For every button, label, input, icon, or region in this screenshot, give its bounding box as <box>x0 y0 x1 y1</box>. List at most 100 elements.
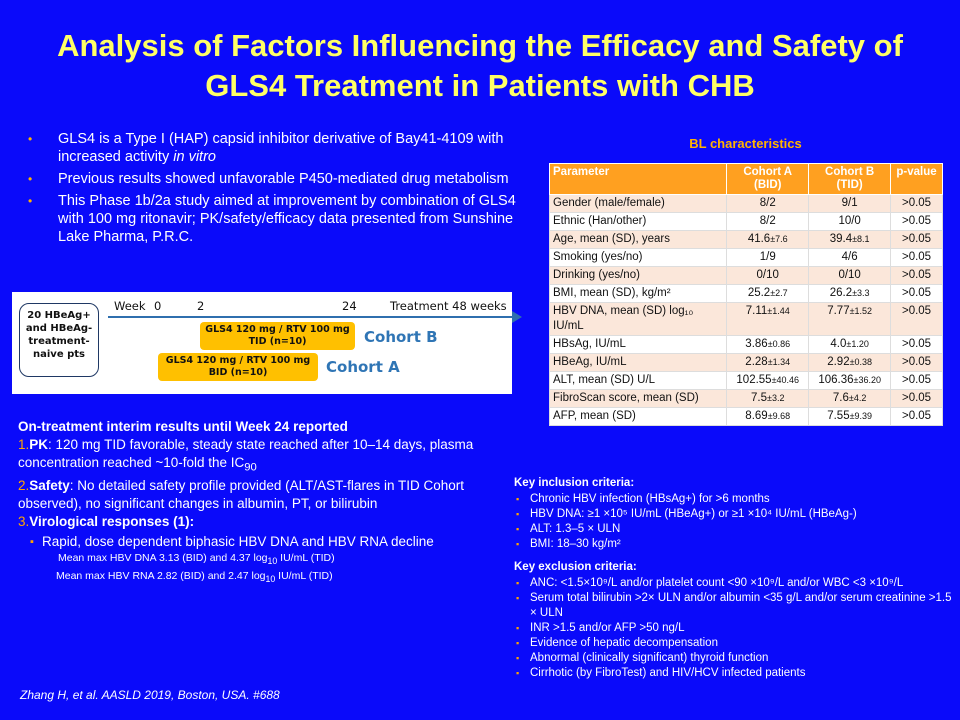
cell-cohort-a: 8/2 <box>726 212 810 231</box>
header-cohort-b: Cohort B (TID) <box>808 163 892 195</box>
cohort-a-bar: GLS4 120 mg / RTV 100 mg BID (n=10) <box>158 353 318 381</box>
treatment-end-label: Treatment 48 weeks <box>390 299 507 313</box>
cell-p-value: >0.05 <box>890 212 943 231</box>
week-24-label: 24 <box>342 299 357 313</box>
cell-cohort-b: 39.4±8.1 <box>808 230 892 249</box>
list-item: Chronic HBV infection (HBsAg+) for >6 mo… <box>514 492 954 507</box>
cell-cohort-a: 2.28±1.34 <box>726 353 810 372</box>
cell-parameter: Smoking (yes/no) <box>548 248 728 267</box>
citation: Zhang H, et al. AASLD 2019, Boston, USA.… <box>20 688 280 702</box>
list-item: Abnormal (clinically significant) thyroi… <box>514 651 954 666</box>
week-0-label: 0 <box>154 299 162 313</box>
criteria-section: Key inclusion criteria: Chronic HBV infe… <box>514 476 954 681</box>
table-row: Gender (male/female) 8/2 9/1 >0.05 <box>548 194 943 213</box>
bl-characteristics-table: Parameter Cohort A (BID) Cohort B (TID) … <box>548 163 943 426</box>
timeline-axis <box>108 316 520 318</box>
list-item: Evidence of hepatic decompensation <box>514 636 954 651</box>
cell-p-value: >0.05 <box>890 353 943 372</box>
header-parameter: Parameter <box>548 163 728 195</box>
cell-p-value: >0.05 <box>890 371 943 390</box>
cell-cohort-b: 9/1 <box>808 194 892 213</box>
list-item: ALT: 1.3–5 × ULN <box>514 522 954 537</box>
exclusion-heading: Key exclusion criteria: <box>514 561 637 573</box>
table-row: ALT, mean (SD) U/L 102.55±40.46 106.36±36.… <box>548 371 943 390</box>
intro-bullet: This Phase 1b/2a study aimed at improvem… <box>24 192 524 246</box>
safety-result: 2.Safety: No detailed safety profile pro… <box>18 477 464 511</box>
cell-parameter: HBsAg, IU/mL <box>548 335 728 354</box>
cohort-b-label: Cohort B <box>364 328 438 346</box>
table-row: Age, mean (SD), years 41.6±7.6 39.4±8.1 >0.… <box>548 230 943 249</box>
cell-parameter: Drinking (yes/no) <box>548 266 728 285</box>
cell-cohort-a: 41.6±7.6 <box>726 230 810 249</box>
cell-parameter: Age, mean (SD), years <box>548 230 728 249</box>
study-design-figure: 20 HBeAg+ and HBeAg- treatment-naive pts… <box>12 292 522 394</box>
cell-cohort-a: 8.69±9.68 <box>726 407 810 426</box>
list-item: Serum total bilirubin >2× ULN and/or alb… <box>514 591 954 621</box>
table-row: Drinking (yes/no) 0/10 0/10 >0.05 <box>548 266 943 285</box>
cell-cohort-a: 102.55±40.46 <box>726 371 810 390</box>
header-cohort-a: Cohort A (BID) <box>726 163 810 195</box>
header-p-value: p-value <box>890 163 943 195</box>
table-row: AFP, mean (SD) 8.69±9.68 7.55±9.39 >0.05 <box>548 407 943 426</box>
intro-bullet: Previous results showed unfavorable P450… <box>24 170 524 188</box>
cell-cohort-a: 1/9 <box>726 248 810 267</box>
results-heading: On-treatment interim results until Week … <box>18 419 348 434</box>
cell-cohort-b: 2.92±0.38 <box>808 353 892 372</box>
cell-cohort-a: 3.86±0.86 <box>726 335 810 354</box>
list-item: Cirrhotic (by FibroTest) and HIV/HCV inf… <box>514 666 954 681</box>
cohort-b-bar: GLS4 120 mg / RTV 100 mg TID (n=10) <box>200 322 355 350</box>
patients-box: 20 HBeAg+ and HBeAg- treatment-naive pts <box>19 303 99 377</box>
cell-cohort-b: 0/10 <box>808 266 892 285</box>
hbv-rna-result: Mean max HBV RNA 2.82 (BID) and 2.47 log… <box>56 569 333 584</box>
intro-bullets: GLS4 is a Type I (HAP) capsid inhibitor … <box>24 130 524 250</box>
table-row: HBsAg, IU/mL 3.86±0.86 4.0±1.20 >0.05 <box>548 335 943 354</box>
cell-p-value: >0.05 <box>890 248 943 267</box>
virological-result: 3.Virological responses (1): <box>18 513 195 529</box>
list-item: HBV DNA: ≥1 ×10⁵ IU/mL (HBeAg+) or ≥1 ×1… <box>514 507 954 522</box>
intro-bullet: GLS4 is a Type I (HAP) capsid inhibitor … <box>24 130 524 166</box>
inclusion-heading: Key inclusion criteria: <box>514 477 635 489</box>
list-item: INR >1.5 and/or AFP >50 ng/L <box>514 621 954 636</box>
inclusion-list: Chronic HBV infection (HBsAg+) for >6 mo… <box>514 492 954 552</box>
cell-p-value: >0.05 <box>890 230 943 249</box>
cell-cohort-b: 7.55±9.39 <box>808 407 892 426</box>
cell-parameter: BMI, mean (SD), kg/m² <box>548 284 728 303</box>
cohort-a-label: Cohort A <box>326 358 400 376</box>
cell-parameter: HBeAg, IU/mL <box>548 353 728 372</box>
cell-parameter: ALT, mean (SD) U/L <box>548 371 728 390</box>
cell-cohort-a: 7.11±1.44 <box>726 302 810 336</box>
week-label: Week <box>114 299 146 313</box>
hbv-dna-result: Mean max HBV DNA 3.13 (BID) and 4.37 log… <box>58 551 335 566</box>
cell-p-value: >0.05 <box>890 389 943 408</box>
pk-result: 1.PK: 120 mg TID favorable, steady state… <box>18 437 474 474</box>
cell-cohort-b: 7.6±4.2 <box>808 389 892 408</box>
cell-p-value: >0.05 <box>890 302 943 336</box>
list-item: BMI: 18–30 kg/m² <box>514 537 954 552</box>
table-row: HBeAg, IU/mL 2.28±1.34 2.92±0.38 >0.05 <box>548 353 943 372</box>
cell-p-value: >0.05 <box>890 335 943 354</box>
cell-cohort-b: 7.77±1.52 <box>808 302 892 336</box>
table-header-row: Parameter Cohort A (BID) Cohort B (TID) … <box>548 163 943 195</box>
cell-cohort-b: 4.0±1.20 <box>808 335 892 354</box>
cell-cohort-b: 26.2±3.3 <box>808 284 892 303</box>
cell-parameter: FibroScan score, mean (SD) <box>548 389 728 408</box>
table-row: FibroScan score, mean (SD) 7.5±3.2 7.6±4.2… <box>548 389 943 408</box>
bl-characteristics-title: BL characteristics <box>689 136 802 151</box>
cell-cohort-a: 7.5±3.2 <box>726 389 810 408</box>
cell-parameter: Ethnic (Han/other) <box>548 212 728 231</box>
cell-cohort-a: 0/10 <box>726 266 810 285</box>
cell-cohort-b: 4/6 <box>808 248 892 267</box>
cell-p-value: >0.05 <box>890 194 943 213</box>
cell-parameter: HBV DNA, mean (SD) log₁₀ IU/mL <box>548 302 728 336</box>
cell-cohort-a: 25.2±2.7 <box>726 284 810 303</box>
table-row: HBV DNA, mean (SD) log₁₀ IU/mL 7.11±1.44 7… <box>548 302 943 336</box>
cell-parameter: Gender (male/female) <box>548 194 728 213</box>
table-row: BMI, mean (SD), kg/m² 25.2±2.7 26.2±3.3 >0.… <box>548 284 943 303</box>
virological-bullet: Rapid, dose dependent biphasic HBV DNA a… <box>18 533 518 551</box>
week-2-label: 2 <box>197 299 205 313</box>
list-item: ANC: <1.5×10⁹/L and/or platelet count <9… <box>514 576 954 591</box>
cell-p-value: >0.05 <box>890 407 943 426</box>
interim-results: On-treatment interim results until Week … <box>18 418 518 587</box>
slide-title: Analysis of Factors Influencing the Effi… <box>57 28 903 103</box>
cell-cohort-b: 106.36±36.20 <box>808 371 892 390</box>
